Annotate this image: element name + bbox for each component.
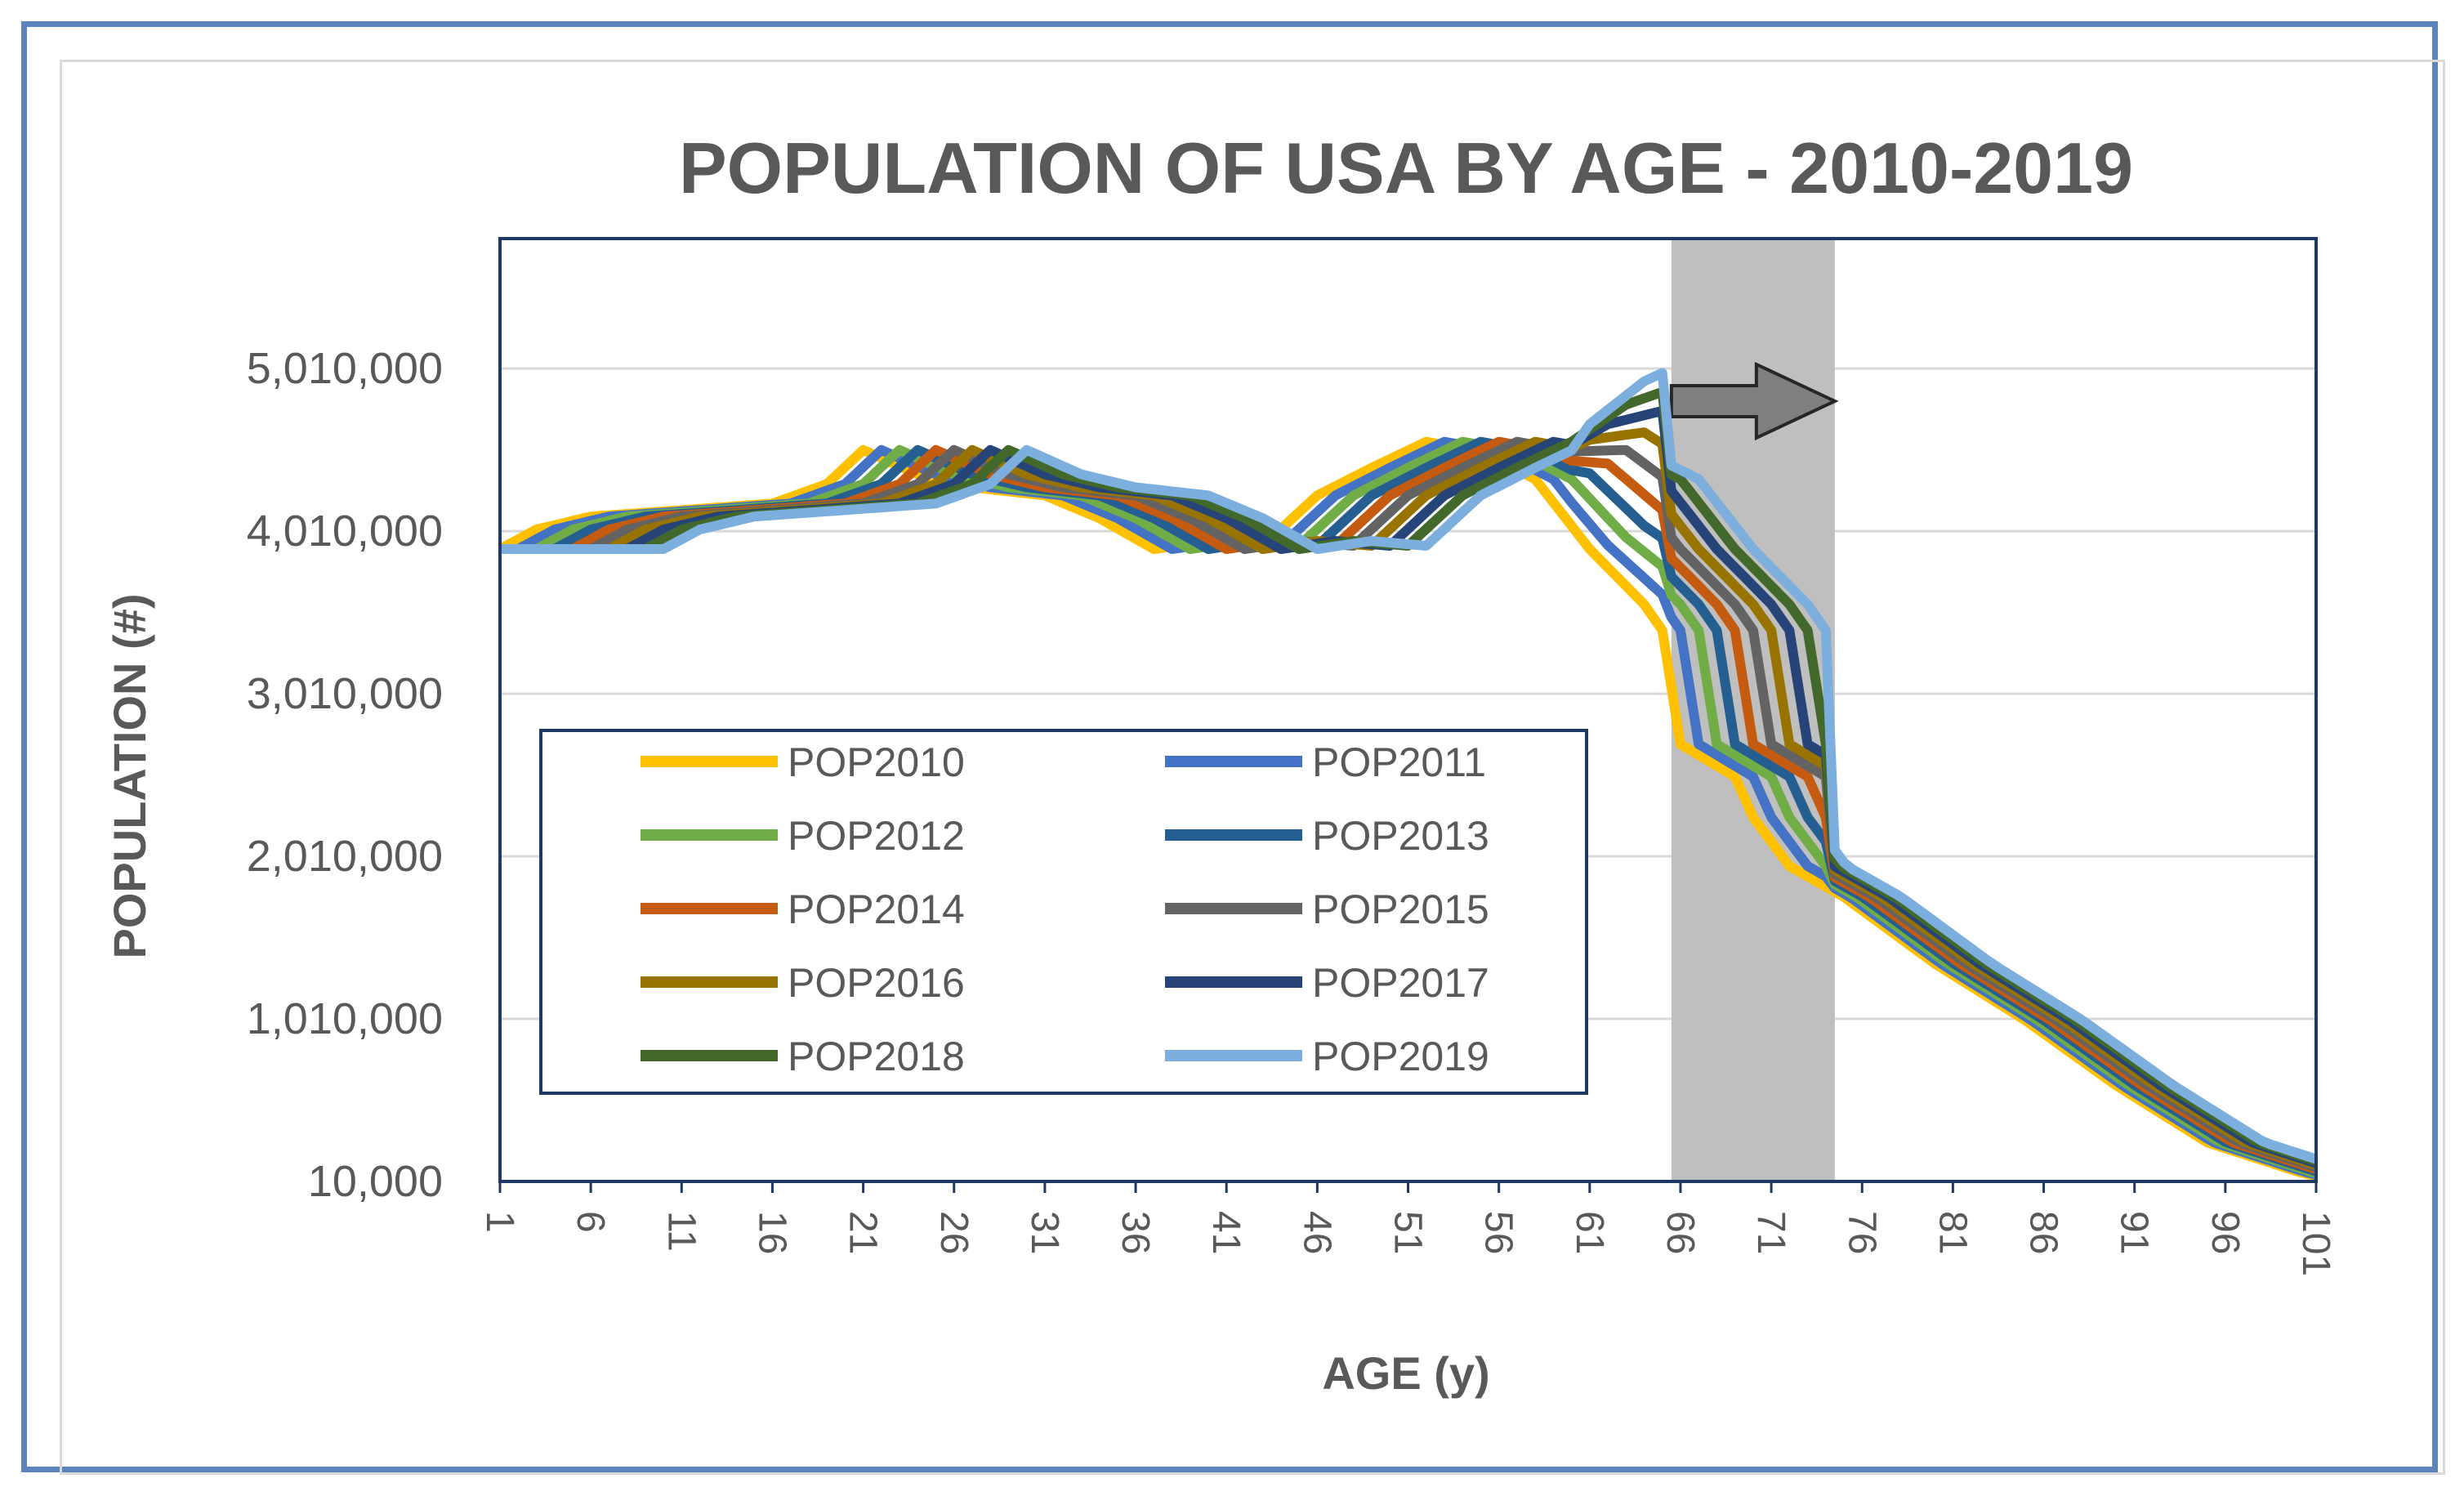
y-tick-label: 10,000 bbox=[308, 1157, 443, 1206]
y-tick-label: 2,010,000 bbox=[247, 832, 443, 881]
x-tick-label: 101 bbox=[2294, 1211, 2337, 1276]
series-line-POP2019 bbox=[500, 368, 2318, 1164]
legend-label: POP2011 bbox=[1312, 739, 1486, 785]
x-tick-label: 31 bbox=[1023, 1211, 1066, 1254]
x-tick-label: 36 bbox=[1114, 1211, 1157, 1254]
legend-item: POP2015 bbox=[1165, 886, 1489, 932]
x-tick-label: 81 bbox=[1931, 1211, 1974, 1254]
x-tick-label: 56 bbox=[1477, 1211, 1520, 1254]
x-tick-label: 6 bbox=[569, 1211, 612, 1233]
x-tick-label: 21 bbox=[841, 1211, 885, 1254]
legend-label: POP2010 bbox=[788, 739, 965, 785]
x-tick-label: 51 bbox=[1386, 1211, 1430, 1254]
legend-item: POP2014 bbox=[641, 886, 965, 932]
x-tick-label: 16 bbox=[750, 1211, 793, 1254]
legend-label: POP2016 bbox=[788, 960, 965, 1006]
chart-area-border bbox=[60, 60, 2445, 1475]
legend-item: POP2012 bbox=[641, 813, 965, 859]
x-tick-label: 76 bbox=[1840, 1211, 1883, 1254]
y-tick-label: 4,010,000 bbox=[247, 507, 443, 556]
x-tick-label: 1 bbox=[478, 1211, 521, 1233]
y-tick-label: 5,010,000 bbox=[247, 344, 443, 393]
x-tick-label: 26 bbox=[932, 1211, 975, 1254]
legend-item: POP2019 bbox=[1165, 1034, 1489, 1079]
x-axis-label: AGE (y) bbox=[1322, 1347, 1489, 1399]
legend-item: POP2017 bbox=[1165, 960, 1489, 1006]
legend-label: POP2019 bbox=[1312, 1034, 1489, 1079]
legend-label: POP2012 bbox=[788, 813, 965, 859]
legend-item: POP2010 bbox=[641, 739, 965, 785]
arrow-right-icon bbox=[1669, 361, 1839, 441]
x-tick-label: 96 bbox=[2203, 1211, 2247, 1254]
x-tick-label: 86 bbox=[2022, 1211, 2065, 1254]
x-tick-label: 71 bbox=[1749, 1211, 1792, 1254]
x-tick-label: 41 bbox=[1204, 1211, 1248, 1254]
x-tick-label: 61 bbox=[1568, 1211, 1611, 1254]
legend-label: POP2018 bbox=[788, 1034, 965, 1079]
legend-label: POP2014 bbox=[788, 886, 965, 932]
y-axis-label: POPULATION (#) bbox=[104, 594, 155, 959]
chart-title: POPULATION OF USA BY AGE - 2010-2019 bbox=[679, 127, 2133, 208]
legend-item: POP2016 bbox=[641, 960, 965, 1006]
legend-label: POP2013 bbox=[1312, 813, 1489, 859]
legend-label: POP2015 bbox=[1312, 886, 1489, 932]
legend-item: POP2013 bbox=[1165, 813, 1489, 859]
legend-label: POP2017 bbox=[1312, 960, 1489, 1006]
y-tick-label: 3,010,000 bbox=[247, 669, 443, 718]
y-tick-label: 1,010,000 bbox=[247, 994, 443, 1043]
x-tick-label: 66 bbox=[1658, 1211, 1702, 1254]
x-tick-label: 11 bbox=[659, 1211, 703, 1252]
legend-item: POP2011 bbox=[1165, 739, 1486, 785]
x-tick-label: 91 bbox=[2113, 1211, 2156, 1254]
legend-item: POP2018 bbox=[641, 1034, 965, 1079]
x-tick-label: 46 bbox=[1295, 1211, 1338, 1254]
